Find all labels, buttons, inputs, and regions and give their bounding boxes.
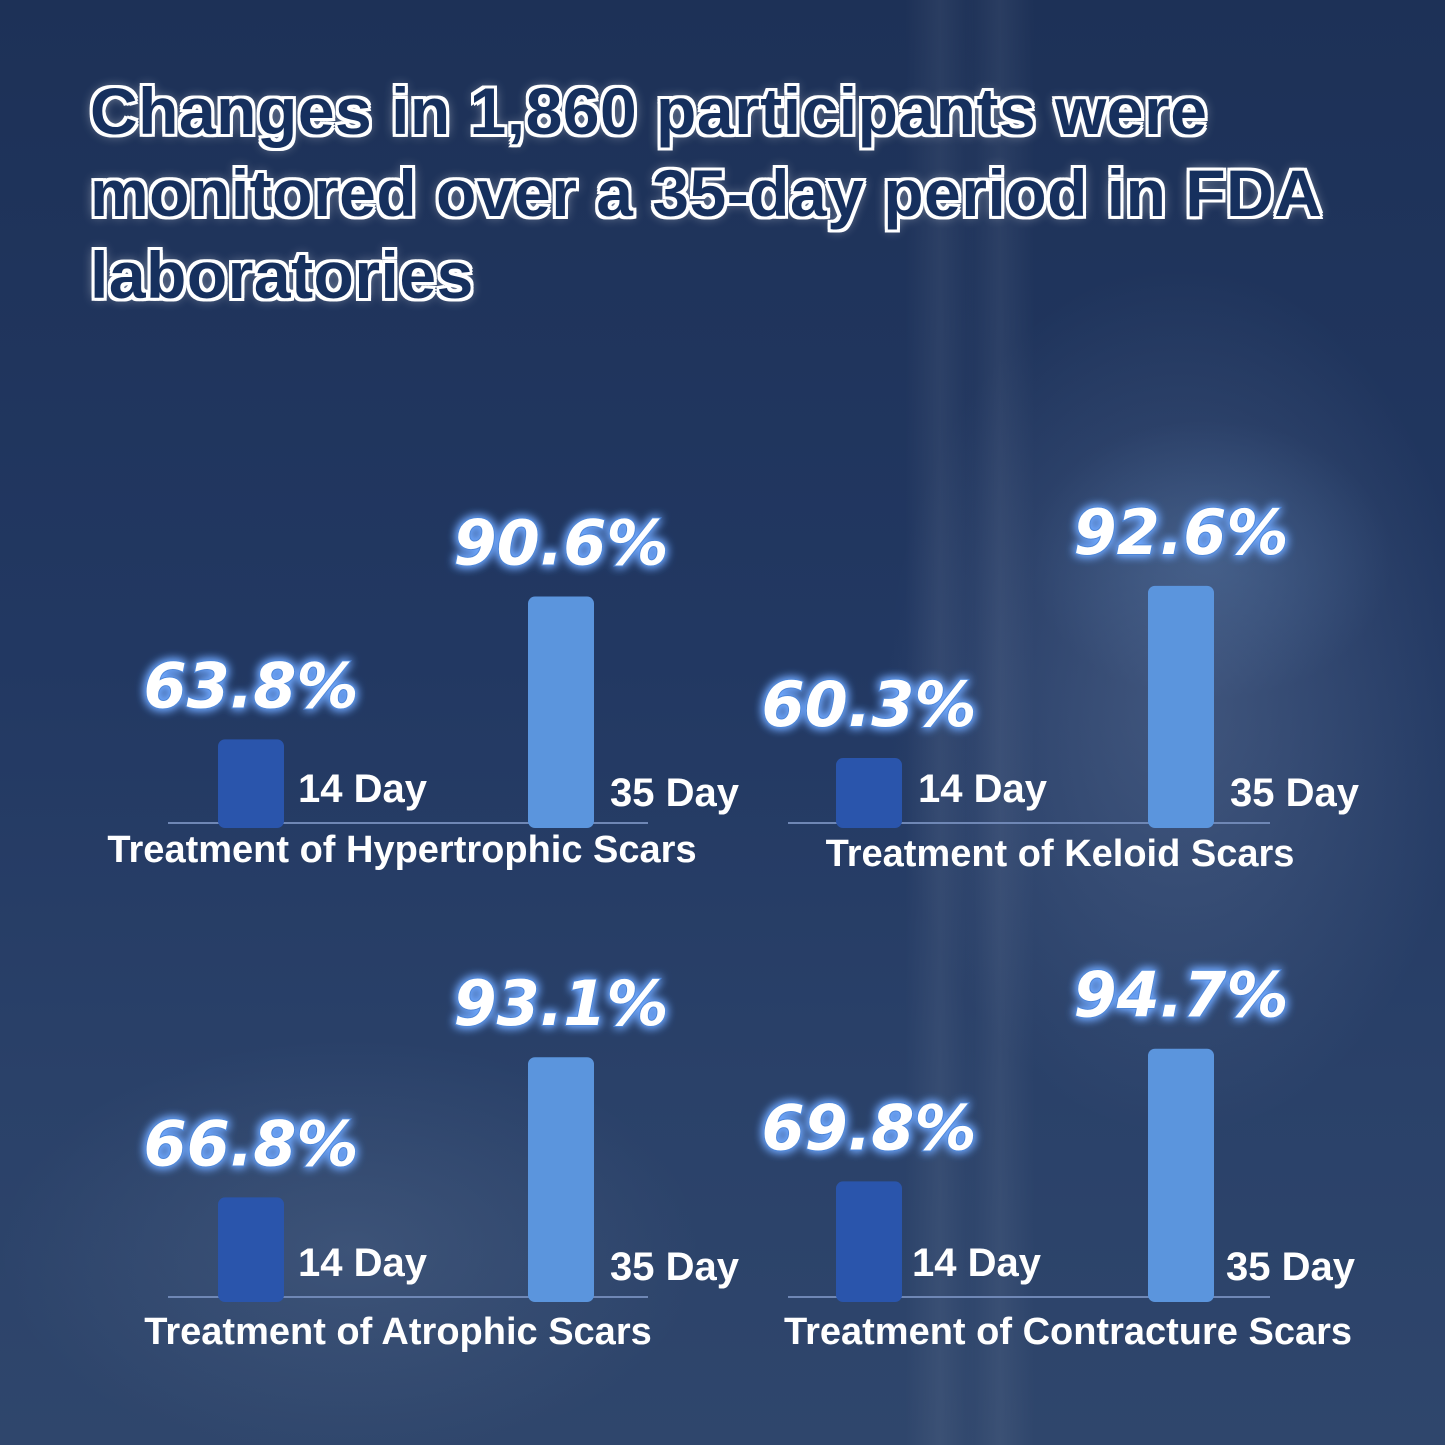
bar-35-day: [528, 596, 594, 828]
category-label: 14 Day: [298, 1241, 428, 1285]
data-label: 90.6%: [453, 507, 668, 580]
bar-14-day: [836, 1181, 902, 1302]
data-label: 60.3%: [761, 668, 976, 741]
category-label: 14 Day: [298, 767, 428, 811]
category-label: 35 Day: [610, 771, 740, 815]
chart-title: Treatment of Hypertrophic Scars: [107, 829, 696, 871]
bar-14-day: [218, 1197, 284, 1302]
data-label: 93.1%: [453, 967, 668, 1040]
bar-14-day: [836, 758, 902, 828]
category-label: 35 Day: [610, 1245, 740, 1289]
background-light-streak: [905, 0, 975, 1445]
bar-35-day: [1148, 585, 1214, 828]
bar-14-day: [218, 739, 284, 828]
chart-title: Treatment of Contracture Scars: [784, 1311, 1352, 1353]
chart-title: Treatment of Atrophic Scars: [144, 1311, 652, 1353]
category-label: 35 Day: [1226, 1245, 1356, 1289]
page-title: Changes in 1,860 participants were monit…: [90, 74, 1320, 312]
bar-35-day: [1148, 1048, 1214, 1302]
data-label: 92.6%: [1073, 496, 1288, 569]
data-label: 63.8%: [143, 649, 358, 722]
data-label: 69.8%: [761, 1091, 976, 1164]
data-label: 94.7%: [1073, 959, 1288, 1032]
chart-title: Treatment of Keloid Scars: [826, 833, 1295, 875]
background-light-streak: [965, 0, 1035, 1445]
category-label: 14 Day: [912, 1241, 1042, 1285]
category-label: 14 Day: [918, 767, 1048, 811]
data-label: 66.8%: [143, 1107, 358, 1180]
bar-35-day: [528, 1057, 594, 1302]
category-label: 35 Day: [1230, 771, 1360, 815]
